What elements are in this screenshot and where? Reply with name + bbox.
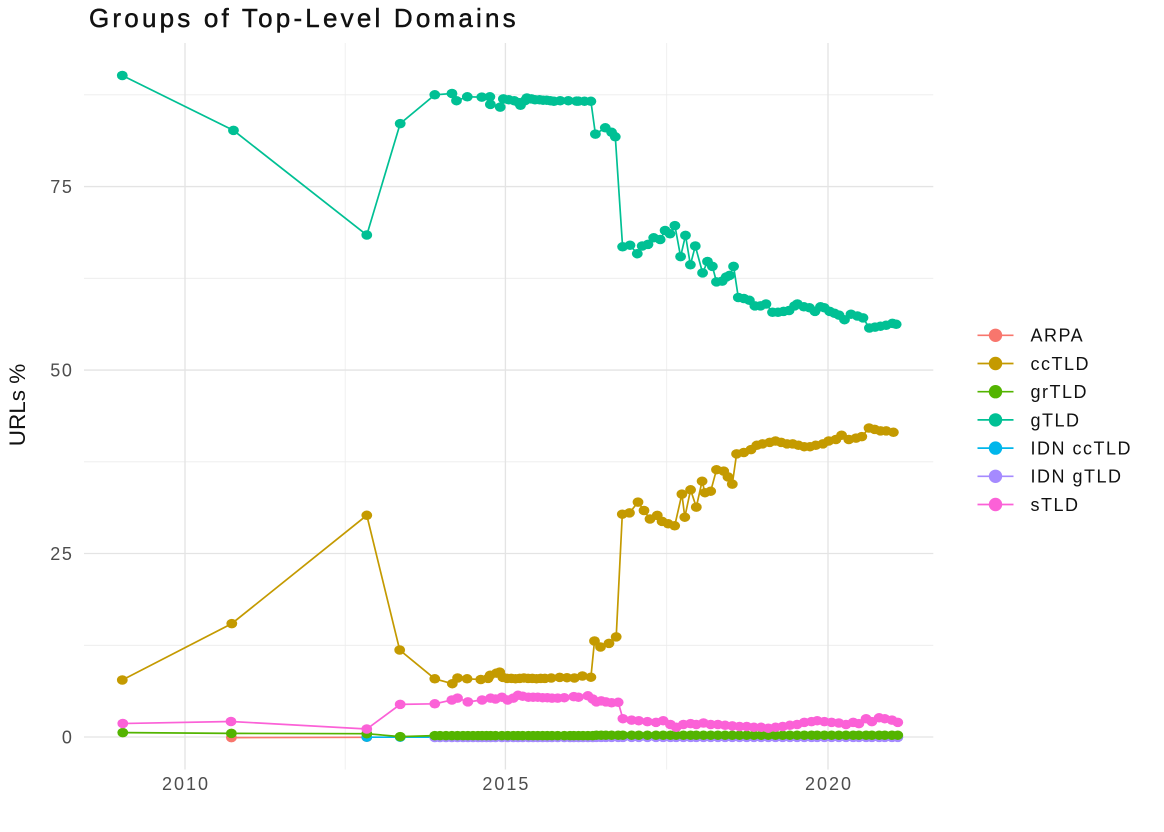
svg-text:grTLD: grTLD — [1031, 382, 1089, 402]
svg-text:ARPA: ARPA — [1031, 326, 1085, 346]
svg-text:Groups of Top-Level Domains: Groups of Top-Level Domains — [89, 3, 519, 33]
svg-text:25: 25 — [50, 544, 73, 564]
svg-text:ccTLD: ccTLD — [1031, 354, 1091, 374]
svg-text:gTLD: gTLD — [1031, 410, 1081, 430]
svg-text:75: 75 — [50, 177, 73, 197]
svg-text:50: 50 — [50, 361, 73, 381]
svg-text:2020: 2020 — [805, 774, 853, 794]
svg-text:IDN ccTLD: IDN ccTLD — [1031, 439, 1133, 459]
svg-text:2010: 2010 — [162, 774, 210, 794]
svg-text:URLs %: URLs % — [5, 364, 30, 447]
svg-text:0: 0 — [62, 727, 74, 747]
svg-text:2015: 2015 — [482, 774, 530, 794]
svg-text:sTLD: sTLD — [1031, 495, 1080, 515]
svg-text:IDN gTLD: IDN gTLD — [1031, 467, 1123, 487]
